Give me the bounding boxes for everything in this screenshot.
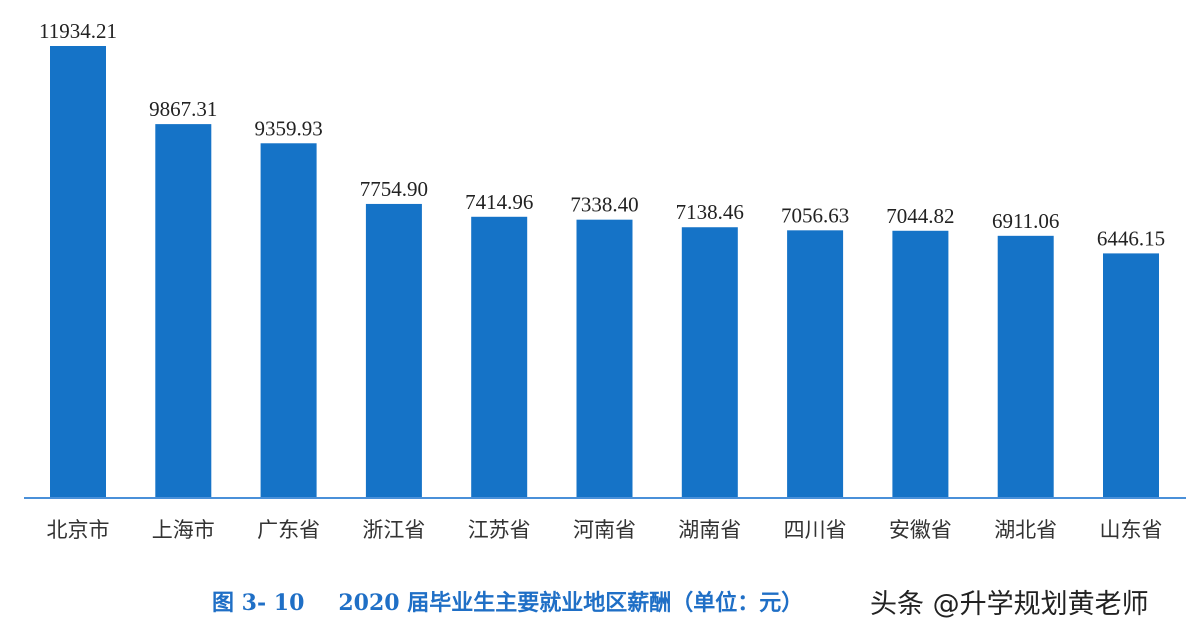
data-label-5: 7414.96 [465,190,533,214]
x-tick-label-7: 湖南省 [678,518,741,542]
data-label-10: 6911.06 [992,209,1059,233]
bar-chart: 11934.21 北京市 9867.31 上海市 9359.93 广东省 7754.90 浙江… [24,19,1186,542]
watermark: 头条 @升学规划黄老师 [870,589,1149,620]
data-label-11: 6446.15 [1097,226,1165,250]
bar-6 [576,219,633,498]
bar-11 [1103,253,1159,497]
x-tick-label-11: 山东省 [1100,518,1163,542]
x-tick-label-5: 江苏省 [468,518,531,542]
x-tick-label-3: 广东省 [257,518,320,542]
x-tick-label-9: 安徽省 [889,518,952,542]
bar-1 [50,46,106,497]
x-tick-label-4: 浙江省 [362,518,425,542]
bar-5 [471,216,528,498]
figure-number: 图 3- 10 [212,590,305,616]
x-tick-label-10: 湖北省 [994,518,1057,542]
bar-2 [155,124,212,497]
data-label-7: 7138.46 [676,200,744,224]
figure-caption: 图 3- 10 2020 届毕业生主要就业地区薪酬（单位：元） [212,585,803,617]
data-label-9: 7044.82 [886,204,954,228]
x-tick-label-6: 河南省 [573,518,636,542]
data-label-3: 9359.93 [254,116,322,140]
x-tick-label-2: 上海市 [152,518,215,542]
data-label-8: 7056.63 [781,203,849,227]
figure-title: 2020 届毕业生主要就业地区薪酬（单位：元） [338,590,804,616]
data-label-2: 9867.31 [149,97,217,121]
bar-7 [681,227,738,497]
bar-8 [787,230,844,497]
data-label-1: 11934.21 [39,19,117,43]
bar-9 [892,230,949,497]
bar-4 [365,203,422,497]
data-label-4: 7754.90 [360,177,428,201]
bar-10 [997,235,1054,497]
x-tick-label-1: 北京市 [47,518,110,542]
x-tick-label-8: 四川省 [784,518,847,542]
bar-3 [260,143,317,497]
data-label-6: 7338.40 [570,193,638,217]
